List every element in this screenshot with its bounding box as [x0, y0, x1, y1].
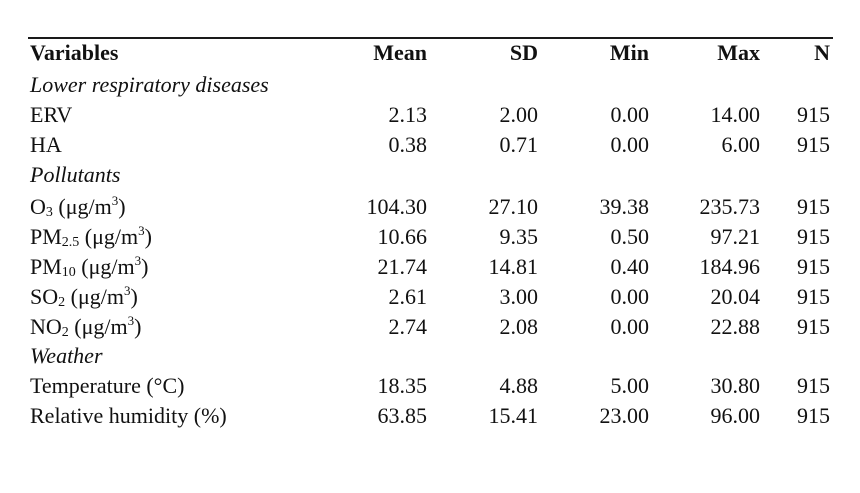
cell-max: 30.80	[710, 373, 761, 398]
table-row-ha: HA 0.38 0.71 0.00 6.00 915	[0, 130, 860, 160]
row-label: SO2 (μg/m3)	[30, 283, 138, 310]
table-row-so2: SO2 (μg/m3) 2.61 3.00 0.00 20.04 915	[0, 282, 860, 312]
cell-min: 0.00	[610, 284, 650, 309]
row-label: Relative humidity (%)	[30, 403, 227, 428]
table-row-temperature: Temperature (°C) 18.35 4.88 5.00 30.80 9…	[0, 371, 860, 401]
cell-mean: 21.74	[377, 254, 428, 279]
cell-min: 0.00	[610, 132, 650, 157]
cell-max: 20.04	[710, 284, 761, 309]
cell-min: 0.50	[610, 224, 650, 249]
cell-max: 97.21	[710, 224, 761, 249]
section-label: Weather	[30, 343, 103, 368]
cell-n: 915	[797, 284, 830, 309]
cell-mean: 2.61	[388, 284, 428, 309]
table-row-pm10: PM10 (μg/m3) 21.74 14.81 0.40 184.96 915	[0, 252, 860, 282]
cell-max: 6.00	[721, 132, 761, 157]
cell-n: 915	[797, 254, 830, 279]
cell-max: 96.00	[710, 403, 761, 428]
table-header-row: Variables Mean SD Min Max N	[0, 38, 860, 68]
cell-n: 915	[797, 194, 830, 219]
header-mean: Mean	[373, 40, 427, 65]
cell-sd: 0.71	[499, 132, 539, 157]
row-label: ERV	[30, 102, 73, 127]
cell-sd: 2.00	[499, 102, 539, 127]
table-row-humidity: Relative humidity (%) 63.85 15.41 23.00 …	[0, 401, 860, 431]
cell-min: 0.40	[610, 254, 650, 279]
row-label: NO2 (μg/m3)	[30, 313, 142, 340]
cell-max: 14.00	[710, 102, 761, 127]
cell-mean: 2.13	[388, 102, 428, 127]
row-label: PM10 (μg/m3)	[30, 253, 149, 280]
cell-n: 915	[797, 102, 830, 127]
section-lower-respiratory: Lower respiratory diseases	[0, 70, 860, 100]
section-weather: Weather	[0, 341, 860, 371]
cell-sd: 3.00	[499, 284, 539, 309]
table-top-rule	[28, 37, 833, 39]
cell-mean: 2.74	[388, 314, 428, 339]
table-row-o3: O3 (μg/m3) 104.30 27.10 39.38 235.73 915	[0, 192, 860, 222]
cell-sd: 27.10	[488, 194, 539, 219]
cell-min: 0.00	[610, 314, 650, 339]
cell-min: 5.00	[610, 373, 650, 398]
cell-max: 22.88	[710, 314, 761, 339]
cell-n: 915	[797, 403, 830, 428]
header-min: Min	[609, 40, 649, 65]
row-label: O3 (μg/m3)	[30, 193, 126, 220]
section-pollutants: Pollutants	[0, 160, 860, 190]
cell-min: 39.38	[599, 194, 650, 219]
header-max: Max	[717, 40, 760, 65]
cell-sd: 4.88	[499, 373, 539, 398]
cell-sd: 14.81	[488, 254, 539, 279]
cell-max: 235.73	[699, 194, 761, 219]
cell-sd: 9.35	[499, 224, 539, 249]
row-label: Temperature (°C)	[30, 373, 185, 398]
row-label: HA	[30, 132, 62, 157]
cell-sd: 2.08	[499, 314, 539, 339]
header-sd: SD	[509, 40, 538, 65]
row-label: PM2.5 (μg/m3)	[30, 223, 152, 250]
cell-sd: 15.41	[488, 403, 539, 428]
section-label: Lower respiratory diseases	[30, 72, 269, 97]
cell-mean: 18.35	[377, 373, 428, 398]
table-row-pm25: PM2.5 (μg/m3) 10.66 9.35 0.50 97.21 915	[0, 222, 860, 252]
cell-mean: 63.85	[377, 403, 428, 428]
cell-n: 915	[797, 132, 830, 157]
table-row-no2: NO2 (μg/m3) 2.74 2.08 0.00 22.88 915	[0, 312, 860, 342]
cell-min: 0.00	[610, 102, 650, 127]
header-n: N	[814, 40, 830, 65]
cell-mean: 104.30	[366, 194, 428, 219]
cell-n: 915	[797, 314, 830, 339]
cell-n: 915	[797, 224, 830, 249]
section-label: Pollutants	[30, 162, 121, 187]
header-variables: Variables	[30, 40, 119, 65]
cell-mean: 10.66	[377, 224, 428, 249]
cell-min: 23.00	[599, 403, 650, 428]
cell-mean: 0.38	[388, 132, 428, 157]
cell-max: 184.96	[699, 254, 761, 279]
cell-n: 915	[797, 373, 830, 398]
table-row-erv: ERV 2.13 2.00 0.00 14.00 915	[0, 100, 860, 130]
